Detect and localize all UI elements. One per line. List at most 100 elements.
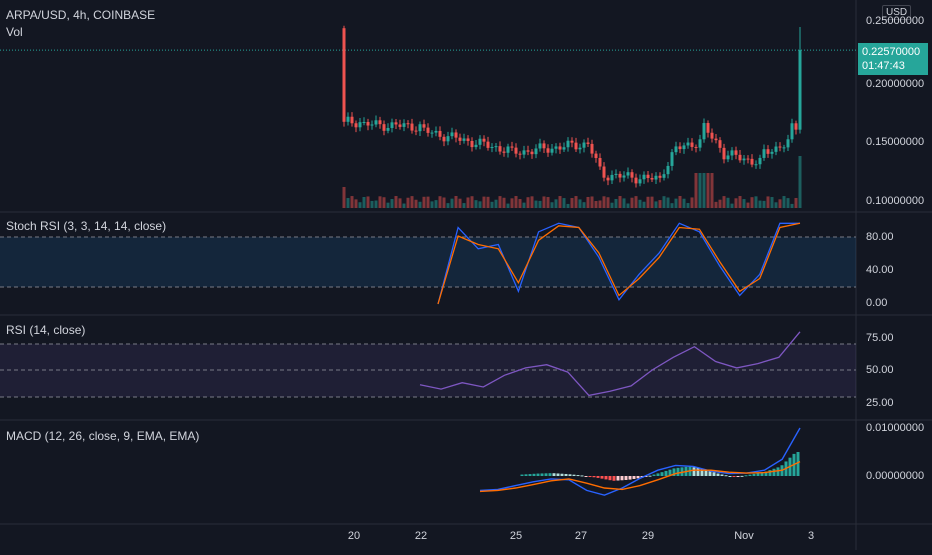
candle-body	[398, 124, 402, 127]
macd-histogram-bar	[648, 475, 652, 477]
volume-bar	[354, 199, 358, 208]
volume-bar	[598, 200, 602, 208]
volume-bar	[402, 203, 406, 208]
volume-bar	[382, 197, 386, 208]
volume-bar	[674, 198, 678, 208]
volume-bar	[662, 196, 666, 208]
candle-body	[686, 142, 690, 146]
volume-bar	[550, 202, 554, 208]
volume-bar	[782, 196, 786, 208]
macd-label[interactable]: MACD (12, 26, close, 9, EMA, EMA)	[6, 429, 200, 443]
volume-bar	[778, 199, 782, 208]
candle-body	[450, 132, 454, 137]
candle-body	[694, 146, 698, 148]
volume-bar	[458, 198, 462, 208]
macd-histogram-bar	[724, 475, 728, 477]
volume-bar	[730, 203, 734, 208]
volume-bar	[398, 198, 402, 208]
candle-body	[778, 146, 782, 148]
candle-body	[710, 132, 714, 139]
rsi-label[interactable]: RSI (14, close)	[6, 323, 86, 337]
volume-label[interactable]: Vol	[6, 25, 23, 39]
candle-body	[606, 177, 610, 181]
macd-histogram-bar	[536, 473, 540, 476]
candle-body	[386, 127, 390, 131]
candle-body	[706, 123, 710, 133]
candle-body	[502, 151, 506, 153]
macd-histogram-bar	[668, 469, 672, 476]
volume-bar	[434, 200, 438, 208]
time-axis-label: 29	[641, 530, 655, 542]
volume-bar	[710, 173, 714, 208]
candle-body	[554, 146, 558, 149]
candle-body	[394, 122, 398, 125]
macd-histogram-bar	[528, 474, 532, 476]
symbol-title[interactable]: ARPA/USD, 4h, COINBASE	[6, 8, 156, 22]
volume-bar	[562, 198, 566, 208]
candle-body	[350, 116, 354, 124]
macd-histogram-bar	[616, 476, 620, 481]
volume-bar	[678, 196, 682, 208]
stoch-axis-label: 0.00	[866, 297, 888, 309]
candle-body	[674, 146, 678, 153]
macd-histogram-bar	[608, 476, 612, 481]
stoch-rsi-label[interactable]: Stoch RSI (3, 3, 14, 14, close)	[6, 219, 167, 233]
volume-bar	[454, 196, 458, 208]
volume-bar	[586, 196, 590, 208]
volume-bar	[426, 196, 430, 208]
candle-body	[490, 147, 494, 149]
macd-histogram-bar	[636, 476, 640, 479]
candle-body	[774, 146, 778, 152]
macd-histogram-bar	[596, 476, 600, 478]
volume-bar	[750, 197, 754, 208]
currency-badge[interactable]: USD	[882, 5, 912, 20]
candle-body	[594, 153, 598, 159]
macd-histogram-bar	[620, 476, 624, 481]
candle-body	[670, 152, 674, 166]
volume-bar	[734, 198, 738, 208]
candle-body	[758, 157, 762, 165]
volume-bar	[798, 156, 802, 208]
candle-body	[766, 149, 770, 154]
volume-bar	[546, 197, 550, 208]
volume-bar	[506, 203, 510, 208]
volume-bar	[362, 196, 366, 208]
volume-bar	[602, 196, 606, 208]
volume-bar	[614, 198, 618, 208]
volume-bar	[658, 200, 662, 208]
macd-histogram-bar	[728, 475, 732, 477]
candle-body	[702, 123, 706, 140]
candle-body	[482, 138, 486, 142]
volume-bar	[350, 196, 354, 208]
candle-body	[602, 166, 606, 178]
macd-histogram-bar	[744, 475, 748, 477]
volume-bar	[370, 200, 374, 208]
macd-histogram-bar	[544, 473, 548, 476]
candle-body	[570, 140, 574, 143]
candle-body	[438, 130, 442, 137]
volume-bar	[374, 200, 378, 208]
macd-histogram-bar	[708, 470, 712, 476]
rsi-axis-label: 75.00	[866, 332, 894, 344]
volume-bar	[342, 187, 346, 208]
candle-body	[510, 146, 514, 148]
volume-bar	[642, 201, 646, 208]
candle-body	[426, 127, 430, 133]
volume-bar	[630, 197, 634, 208]
volume-bar	[774, 202, 778, 208]
macd-histogram-bar	[796, 452, 800, 476]
candle-body	[362, 121, 366, 123]
macd-histogram-bar	[672, 468, 676, 476]
candle-body	[790, 123, 794, 140]
candle-body	[798, 50, 802, 130]
volume-bar	[478, 201, 482, 208]
candle-body	[410, 123, 414, 131]
volume-bar	[378, 196, 382, 208]
candle-body	[526, 150, 530, 152]
volume-bar	[470, 196, 474, 208]
candle-body	[666, 165, 670, 175]
candle-body	[630, 172, 634, 178]
macd-histogram-bar	[572, 474, 576, 476]
